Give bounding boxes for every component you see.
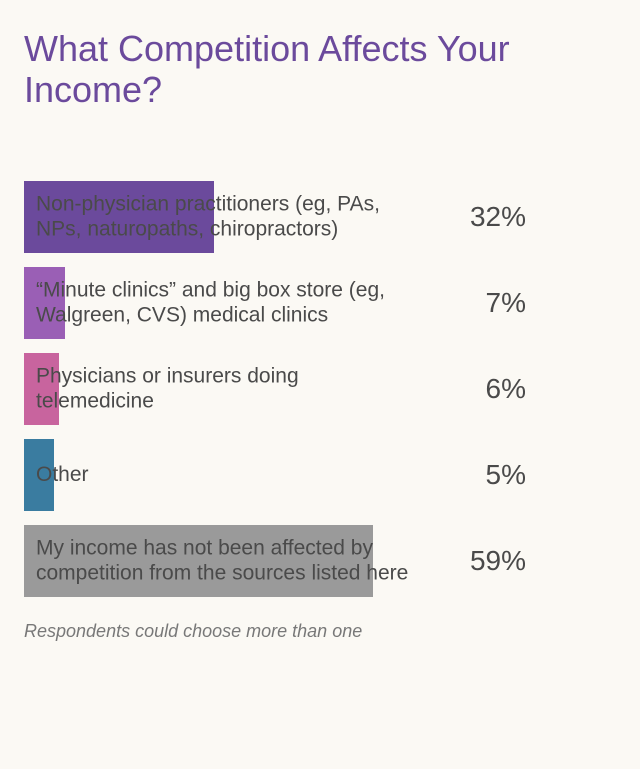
bar-value: 7%	[486, 287, 526, 319]
bar-chart: Non-physician practitioners (eg, PAs, NP…	[24, 181, 616, 597]
chart-footnote: Respondents could choose more than one	[24, 621, 616, 642]
bar-label: My income has not been affected by compe…	[36, 535, 416, 586]
bar-label: Other	[36, 462, 89, 488]
bar-value: 32%	[470, 201, 526, 233]
bar-row: Other 5%	[24, 439, 616, 511]
chart-container: What Competition Affects Your Income? No…	[0, 0, 640, 769]
bar-value: 5%	[486, 459, 526, 491]
bar-value: 59%	[470, 545, 526, 577]
bar-label: Physicians or insurers doing telemedicin…	[36, 363, 416, 414]
bar-row: My income has not been affected by compe…	[24, 525, 616, 597]
bar-label: “Minute clinics” and big box store (eg, …	[36, 277, 416, 328]
bar-row: Non-physician practitioners (eg, PAs, NP…	[24, 181, 616, 253]
bar-row: Physicians or insurers doing telemedicin…	[24, 353, 616, 425]
bar-label: Non-physician practitioners (eg, PAs, NP…	[36, 191, 416, 242]
chart-title: What Competition Affects Your Income?	[24, 28, 616, 111]
bar-value: 6%	[486, 373, 526, 405]
bar-row: “Minute clinics” and big box store (eg, …	[24, 267, 616, 339]
